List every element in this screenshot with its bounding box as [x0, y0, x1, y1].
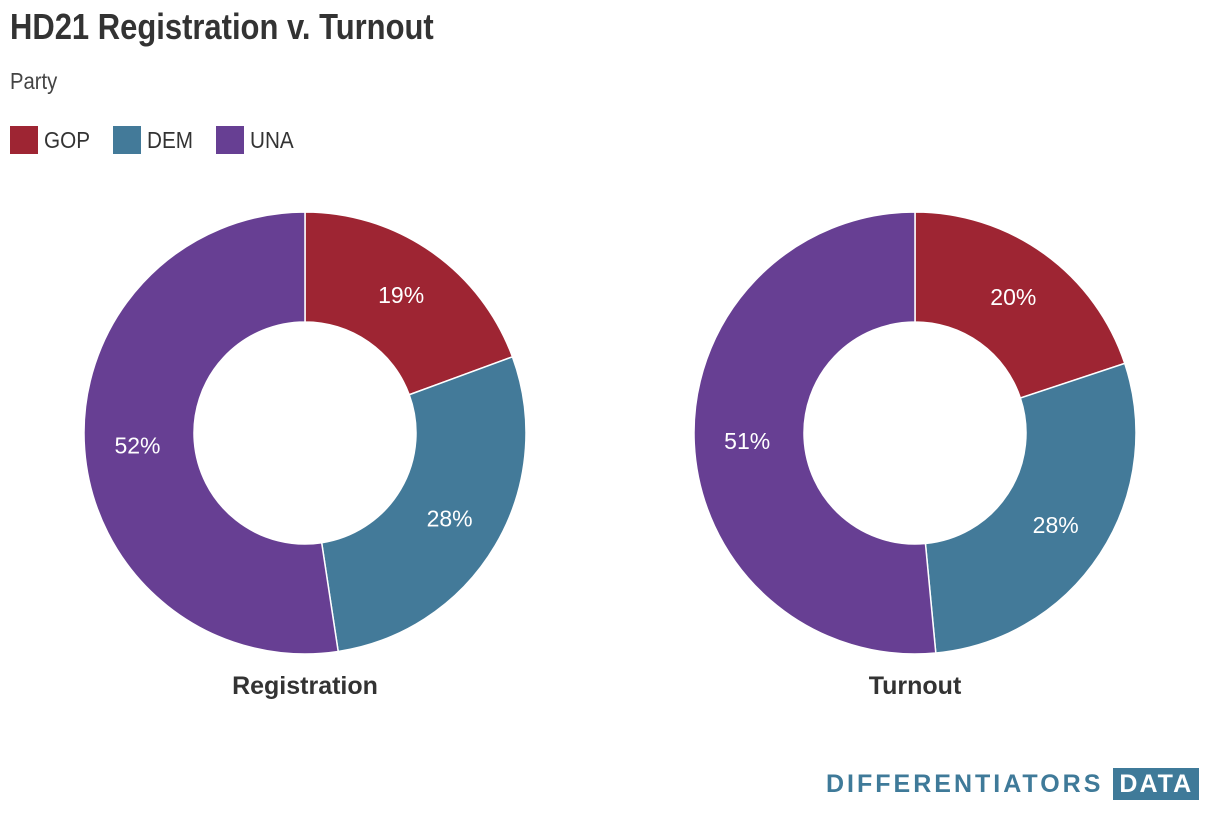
brand-name: DIFFERENTIATORS — [826, 769, 1104, 798]
slice-registration-una[interactable] — [83, 211, 340, 655]
legend-swatch-una — [216, 126, 245, 154]
legend-swatch-gop — [10, 126, 38, 154]
slice-turnout-dem[interactable] — [924, 362, 1137, 654]
brand-logo: DIFFERENTIATORS DATA — [826, 768, 1200, 800]
slice-turnout-gop[interactable] — [914, 211, 1126, 399]
slice-registration-gop[interactable] — [304, 211, 514, 396]
donut-charts: 19% 28% 52% Registration 20% 28% 51% Turnout — [83, 211, 1137, 700]
data-label-turnout-una: 51% — [724, 428, 770, 454]
legend-label-una: UNA — [250, 126, 294, 153]
legend-label-dem: DEM — [147, 126, 194, 153]
data-label-registration-una: 52% — [114, 433, 160, 459]
data-label-registration-gop: 19% — [378, 282, 424, 308]
legend-swatch-dem — [113, 126, 142, 154]
legend-label-gop: GOP — [44, 126, 91, 153]
legend-item-dem[interactable]: DEM — [113, 126, 198, 154]
legend-item-gop[interactable]: GOP — [10, 126, 95, 154]
brand-tag: DATA — [1113, 768, 1200, 800]
legend-item-una[interactable]: UNA — [216, 126, 299, 154]
legend: GOP DEM UNA — [10, 126, 317, 154]
slice-turnout-una[interactable] — [693, 211, 937, 655]
data-label-turnout-gop: 20% — [990, 284, 1036, 310]
data-label-turnout-dem: 28% — [1033, 512, 1079, 538]
slice-registration-dem[interactable] — [320, 355, 527, 653]
chart-title-registration: Registration — [232, 672, 378, 700]
chart-title-turnout: Turnout — [869, 672, 962, 700]
chart-title: HD21 Registration v. Turnout — [10, 6, 434, 47]
chart-subtitle: Party — [10, 68, 58, 94]
data-label-registration-dem: 28% — [427, 506, 473, 532]
